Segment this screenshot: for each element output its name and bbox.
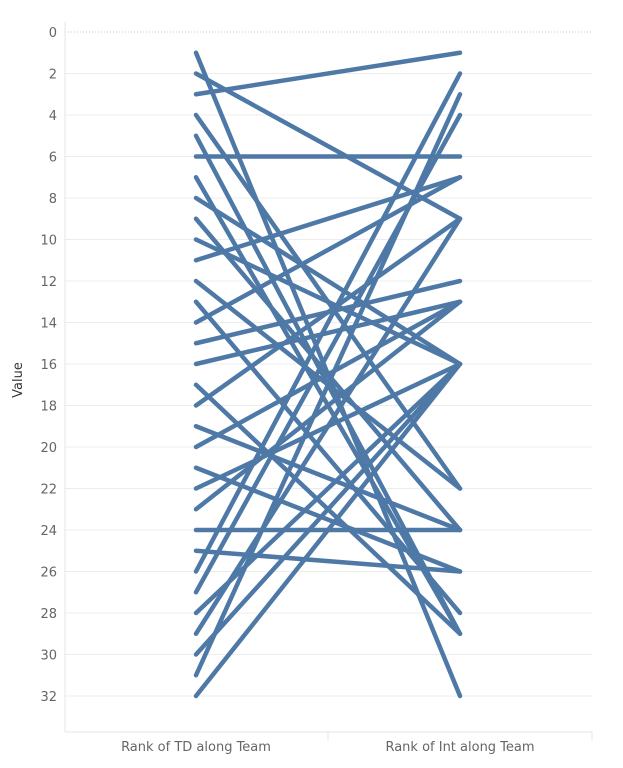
y-tick-label: 10 (40, 234, 57, 249)
y-tick-label: 0 (49, 26, 57, 41)
y-tick-label: 8 (49, 192, 57, 207)
y-tick-label: 22 (40, 483, 57, 498)
y-tick-label: 32 (40, 690, 57, 705)
series-lines (196, 53, 460, 696)
y-axis-title: Value (11, 362, 26, 398)
x-category-label-int: Rank of Int along Team (385, 740, 534, 755)
y-tick-label: 24 (40, 524, 57, 539)
y-tick-label: 4 (49, 109, 57, 124)
y-tick-label: 6 (49, 151, 57, 166)
y-tick-label: 26 (40, 566, 57, 581)
y-tick-label: 18 (40, 400, 57, 415)
grid-lines (65, 32, 592, 696)
y-tick-label: 16 (40, 358, 57, 373)
y-tick-label: 28 (40, 607, 57, 622)
y-tick-label: 20 (40, 441, 57, 456)
y-tick-label: 2 (49, 68, 57, 83)
y-tick-label: 12 (40, 275, 57, 290)
x-category-label-td: Rank of TD along Team (121, 740, 271, 755)
y-tick-label: 14 (40, 317, 57, 332)
y-tick-label: 30 (40, 649, 57, 664)
